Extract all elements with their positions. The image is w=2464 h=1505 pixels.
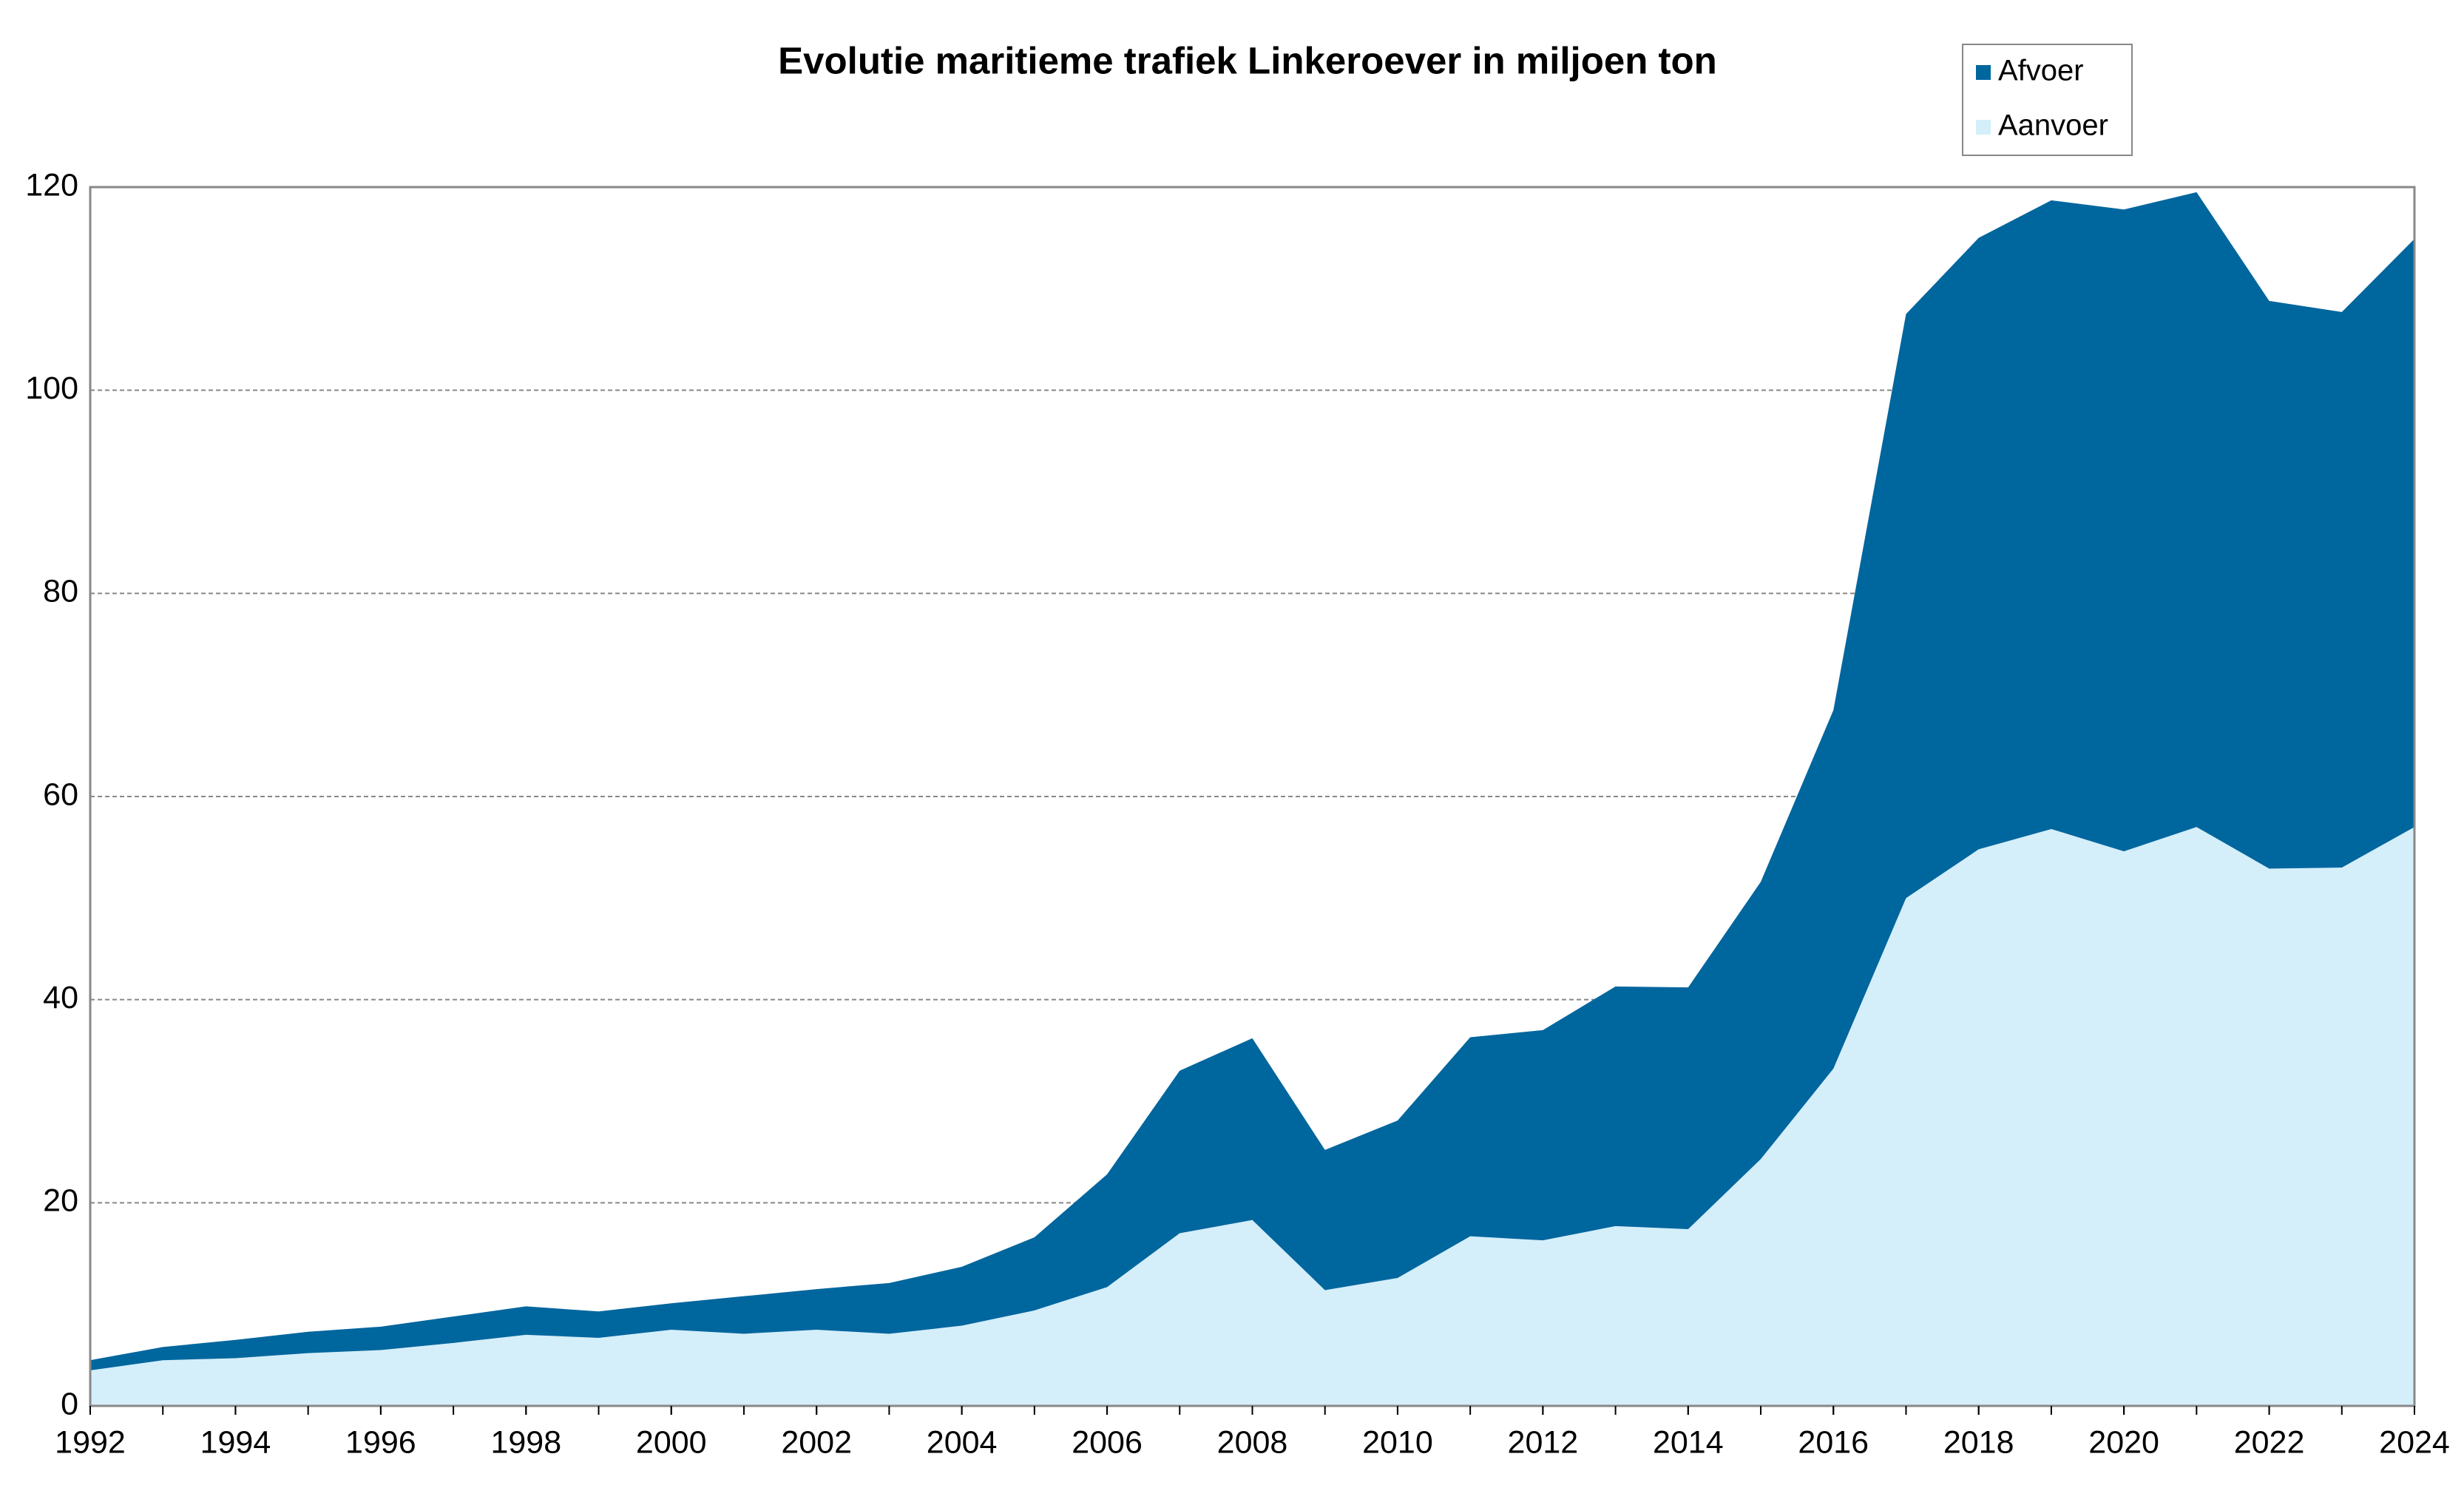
legend-swatch (1976, 120, 1991, 135)
x-tick-label: 1994 (200, 1424, 271, 1460)
x-tick-label: 1996 (345, 1424, 416, 1460)
x-tick-label: 2004 (927, 1424, 998, 1460)
y-tick-label: 100 (25, 371, 78, 406)
x-tick-label: 2008 (1217, 1424, 1288, 1460)
x-tick-label: 2014 (1653, 1424, 1724, 1460)
y-tick-label: 60 (43, 777, 78, 812)
x-tick-label: 2020 (2088, 1424, 2159, 1460)
x-tick-label: 2016 (1798, 1424, 1869, 1460)
legend-box (1962, 44, 2133, 156)
x-tick-label: 2002 (781, 1424, 852, 1460)
y-tick-label: 80 (43, 574, 78, 609)
area (90, 192, 2414, 1370)
y-tick-label: 120 (25, 167, 78, 203)
x-tick-label: 2012 (1508, 1424, 1579, 1460)
x-tick-label: 1992 (55, 1424, 126, 1460)
x-tick-label: 2010 (1362, 1424, 1433, 1460)
legend-label: Afvoer (1998, 55, 2084, 87)
x-tick-label: 2022 (2234, 1424, 2305, 1460)
x-tick-label: 2000 (636, 1424, 707, 1460)
y-tick-label: 40 (43, 980, 78, 1015)
area (90, 827, 2414, 1406)
x-tick-label: 2018 (1943, 1424, 2014, 1460)
chart-title: Evolutie maritieme trafiek Linkeroever i… (778, 39, 1717, 81)
x-tick-label: 1998 (490, 1424, 561, 1460)
x-tick-label: 2024 (2379, 1424, 2450, 1460)
legend-label: Aanvoer (1998, 109, 2108, 142)
x-tick-label: 2006 (1072, 1424, 1143, 1460)
y-tick-label: 20 (43, 1183, 78, 1219)
y-tick-label: 0 (61, 1386, 78, 1421)
legend-swatch (1976, 65, 1991, 80)
